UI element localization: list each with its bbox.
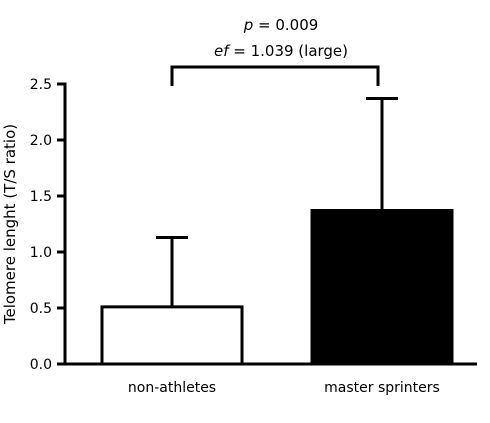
- p-symbol: p: [243, 16, 254, 34]
- p-value-text: p = 0.009: [243, 16, 319, 34]
- ef-symbol: ef: [214, 42, 231, 60]
- y-tick-label: 2.0: [30, 133, 52, 149]
- y-tick-label: 0.0: [30, 357, 52, 373]
- significance-bracket: [170, 65, 380, 86]
- y-tick-label: 1.0: [30, 245, 52, 261]
- y-axis-title: Telomere lenght (T/S ratio): [1, 124, 19, 325]
- y-tick-label: 0.5: [30, 301, 52, 317]
- bar-non-athletes: [102, 306, 242, 364]
- bar-outline: [310, 209, 454, 364]
- effect-size-text: ef = 1.039 (large): [214, 42, 348, 60]
- bar-outline: [100, 305, 244, 364]
- p-value: = 0.009: [253, 16, 318, 34]
- x-tick-label: non-athletes: [128, 380, 216, 396]
- significance-annotation: p = 0.009 ef = 1.039 (large): [170, 16, 380, 86]
- y-tick-label: 2.5: [30, 77, 52, 93]
- ef-value: = 1.039 (large): [228, 42, 348, 60]
- y-tick-label: 1.5: [30, 189, 52, 205]
- bars-layer: non-athletes master sprinters: [100, 97, 454, 396]
- x-tick-label: master sprinters: [324, 380, 440, 396]
- y-axis: 0.0 0.5 1.0 1.5 2.0 2.5: [30, 77, 477, 373]
- bar-master-sprinters: [312, 210, 452, 364]
